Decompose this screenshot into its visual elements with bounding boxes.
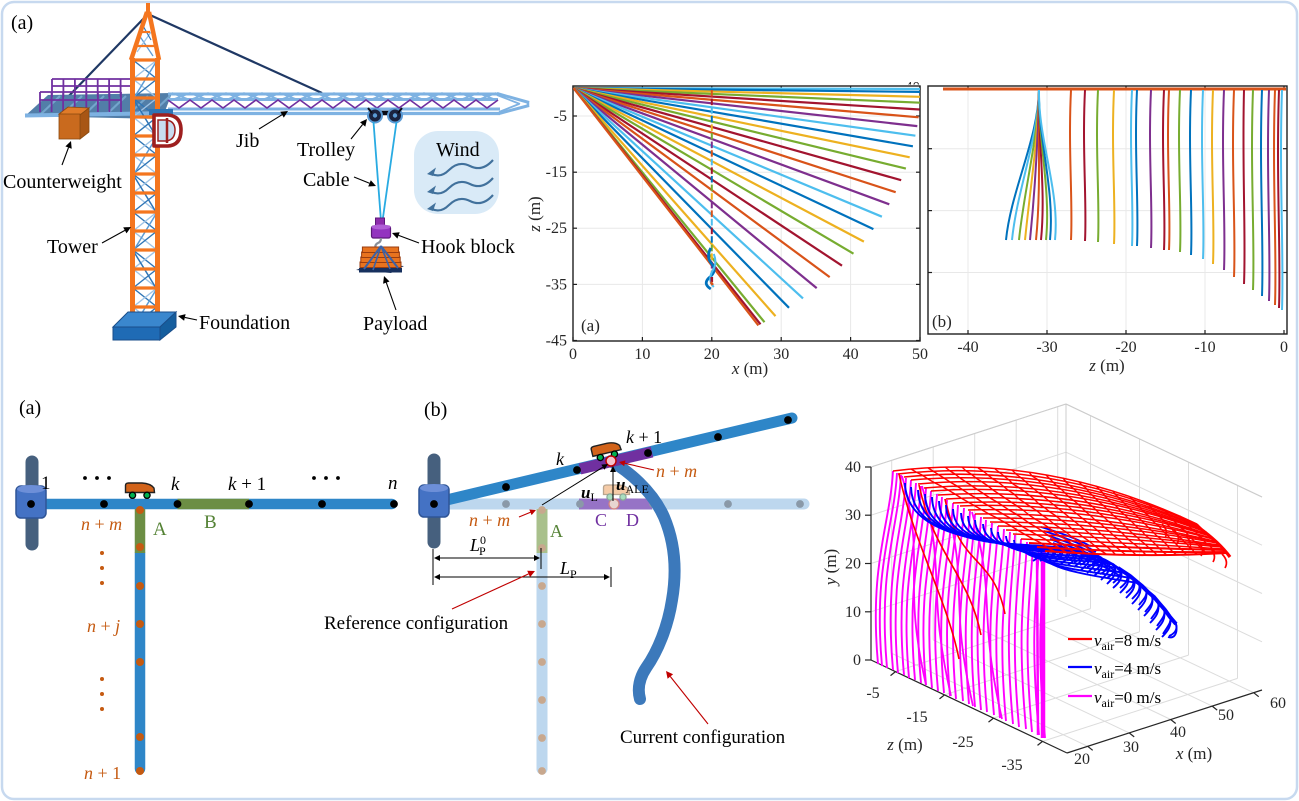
svg-text:k + 1: k + 1: [626, 427, 662, 447]
svg-text:-5: -5: [554, 108, 567, 125]
svg-text:-15: -15: [546, 164, 567, 181]
svg-text:0: 0: [569, 346, 577, 363]
svg-text:0: 0: [853, 652, 861, 669]
svg-text:20: 20: [1074, 751, 1090, 768]
svg-text:-5: -5: [866, 685, 879, 702]
svg-text:30: 30: [845, 507, 861, 524]
svg-text:20: 20: [845, 556, 861, 573]
svg-text:LP: LP: [559, 558, 577, 581]
svg-text:Wind: Wind: [436, 139, 480, 161]
svg-text:1: 1: [41, 473, 51, 494]
svg-text:20: 20: [704, 346, 720, 363]
svg-text:n + j: n + j: [87, 616, 120, 636]
svg-text:z (m): z (m): [886, 735, 922, 754]
svg-text:Tower: Tower: [47, 236, 98, 258]
svg-text:-35: -35: [1001, 757, 1022, 774]
svg-text:10: 10: [634, 346, 650, 363]
svg-text:Jib: Jib: [236, 130, 259, 152]
svg-text:(a): (a): [581, 316, 600, 335]
svg-text:n: n: [388, 473, 398, 494]
svg-text:n + 1: n + 1: [84, 763, 121, 783]
svg-text:k: k: [556, 449, 565, 469]
svg-text:x (m): x (m): [731, 359, 768, 378]
svg-text:uALE: uALE: [616, 475, 649, 496]
svg-text:(a): (a): [19, 397, 41, 419]
svg-text:40: 40: [843, 346, 859, 363]
svg-text:60: 60: [1270, 695, 1286, 712]
svg-text:Current configuration: Current configuration: [620, 727, 786, 748]
svg-text:n + m: n + m: [469, 510, 510, 530]
svg-text:-15: -15: [906, 709, 927, 726]
svg-text:C: C: [595, 510, 607, 530]
svg-text:Counterweight: Counterweight: [3, 171, 122, 193]
svg-text:y (m): y (m): [821, 549, 840, 587]
svg-text:z (m): z (m): [1088, 356, 1124, 375]
svg-text:-10: -10: [1194, 339, 1215, 356]
svg-text:k: k: [171, 474, 180, 495]
svg-text:B: B: [204, 512, 217, 533]
svg-text:A: A: [550, 521, 563, 541]
svg-text:k + 1: k + 1: [228, 474, 266, 495]
svg-text:-35: -35: [546, 276, 567, 293]
svg-text:uL: uL: [581, 483, 598, 504]
svg-text:0: 0: [1280, 339, 1288, 356]
svg-text:-30: -30: [1036, 339, 1057, 356]
svg-text:40: 40: [845, 459, 861, 476]
svg-text:z (m): z (m): [525, 196, 544, 232]
svg-text:vair=4 m/s: vair=4 m/s: [1094, 659, 1161, 681]
svg-text:-25: -25: [952, 734, 973, 751]
svg-text:A: A: [153, 519, 167, 540]
svg-text:-20: -20: [1115, 339, 1136, 356]
svg-text:(b): (b): [424, 399, 447, 421]
svg-text:D: D: [626, 510, 639, 530]
svg-text:10: 10: [845, 604, 861, 621]
svg-text:30: 30: [1123, 739, 1139, 756]
svg-text:Trolley: Trolley: [297, 139, 355, 161]
svg-text:vair=8 m/s: vair=8 m/s: [1094, 631, 1161, 653]
svg-text:Reference configuration: Reference configuration: [324, 613, 509, 634]
svg-text:(b): (b): [932, 312, 952, 331]
svg-text:Payload: Payload: [363, 313, 427, 335]
svg-text:40: 40: [1170, 724, 1186, 741]
svg-text:L0P: L0 P: [469, 533, 486, 558]
svg-text:-25: -25: [546, 220, 567, 237]
svg-text:Hook block: Hook block: [421, 236, 515, 258]
svg-text:Foundation: Foundation: [199, 312, 290, 334]
svg-text:30: 30: [773, 346, 789, 363]
svg-text:40: 40: [905, 80, 920, 96]
svg-text:Cable: Cable: [303, 169, 350, 191]
svg-text:-40: -40: [957, 339, 978, 356]
svg-text:n + m: n + m: [656, 461, 697, 481]
svg-text:(a): (a): [11, 12, 33, 34]
svg-text:-45: -45: [546, 333, 567, 350]
svg-text:50: 50: [912, 346, 928, 363]
svg-text:50: 50: [1218, 707, 1234, 724]
svg-text:vair=0 m/s: vair=0 m/s: [1094, 688, 1161, 710]
svg-text:x (m): x (m): [1175, 744, 1212, 763]
svg-text:n + m: n + m: [81, 514, 122, 534]
